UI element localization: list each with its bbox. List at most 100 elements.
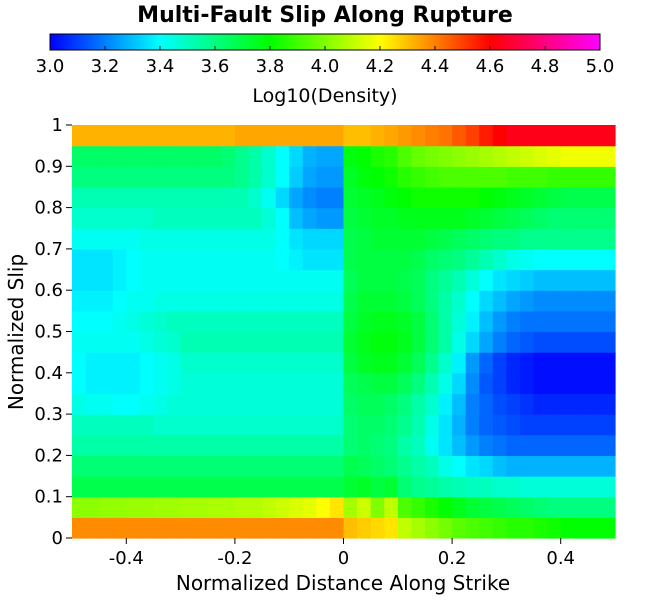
heatmap-cell bbox=[248, 496, 263, 518]
heatmap-cell bbox=[221, 166, 236, 188]
heatmap-cell bbox=[207, 434, 222, 456]
heatmap-cell bbox=[72, 145, 87, 167]
heatmap-cell bbox=[560, 310, 575, 333]
heatmap-cell bbox=[248, 207, 263, 229]
heatmap-cell bbox=[180, 207, 195, 229]
heatmap-cell bbox=[357, 331, 372, 353]
heatmap-cell bbox=[574, 125, 589, 147]
heatmap-cell bbox=[560, 352, 575, 374]
heatmap-cell bbox=[357, 393, 372, 415]
heatmap-cell bbox=[411, 476, 426, 498]
heatmap-cell bbox=[601, 248, 616, 271]
heatmap-cell bbox=[234, 455, 250, 477]
heatmap-cell bbox=[207, 166, 222, 188]
heatmap-cell bbox=[601, 290, 616, 312]
heatmap-cell bbox=[452, 269, 467, 291]
heatmap-cell bbox=[207, 310, 222, 333]
heatmap-cell bbox=[207, 352, 222, 374]
colorbar-tick-label: 3.6 bbox=[201, 56, 230, 77]
heatmap-cell bbox=[72, 125, 87, 147]
heatmap-cell bbox=[533, 248, 548, 271]
colorbar-tick-label: 4.2 bbox=[366, 56, 395, 77]
heatmap-cell bbox=[465, 455, 480, 477]
heatmap-cell bbox=[506, 476, 521, 498]
heatmap-cell bbox=[180, 125, 195, 147]
heatmap-cell bbox=[153, 310, 168, 333]
heatmap-cell bbox=[601, 476, 616, 498]
heatmap-cell bbox=[492, 228, 507, 250]
heatmap-cell bbox=[370, 517, 385, 539]
y-tick-label: 0.9 bbox=[34, 156, 63, 177]
heatmap-cell bbox=[262, 352, 277, 374]
heatmap-cell bbox=[411, 331, 426, 353]
heatmap-cell bbox=[180, 372, 195, 395]
heatmap-cell bbox=[194, 434, 209, 456]
heatmap-cell bbox=[370, 186, 385, 209]
heatmap-cell bbox=[357, 496, 372, 518]
heatmap-cell bbox=[384, 228, 399, 250]
heatmap-cell bbox=[370, 393, 385, 415]
heatmap-cell bbox=[370, 434, 385, 456]
heatmap-cell bbox=[519, 476, 535, 498]
heatmap-cell bbox=[384, 310, 399, 333]
heatmap-cell bbox=[329, 125, 345, 147]
colorbar-tick-label: 4.0 bbox=[311, 56, 340, 77]
heatmap-cell bbox=[343, 228, 358, 250]
heatmap-cell bbox=[519, 352, 535, 374]
heatmap-cell bbox=[167, 331, 182, 353]
heatmap-cell bbox=[547, 166, 562, 188]
heatmap-cell bbox=[99, 476, 114, 498]
heatmap-cell bbox=[384, 269, 399, 291]
heatmap-cell bbox=[506, 517, 521, 539]
heatmap-cell bbox=[533, 310, 548, 333]
heatmap-cell bbox=[560, 228, 575, 250]
heatmap-cell bbox=[262, 455, 277, 477]
heatmap-cell bbox=[343, 186, 358, 209]
heatmap-cell bbox=[547, 352, 562, 374]
heatmap-cell bbox=[357, 476, 372, 498]
heatmap-cell bbox=[316, 517, 331, 539]
heatmap-cell bbox=[479, 207, 494, 229]
heatmap-cell bbox=[438, 476, 453, 498]
heatmap-cell bbox=[424, 145, 440, 167]
heatmap-cell bbox=[506, 248, 521, 271]
heatmap-cell bbox=[99, 207, 114, 229]
heatmap-cell bbox=[547, 496, 562, 518]
y-tick-label: 0.3 bbox=[34, 404, 63, 425]
heatmap-cell bbox=[397, 207, 412, 229]
heatmap-cell bbox=[289, 248, 304, 271]
heatmap-cell bbox=[139, 414, 155, 436]
colorbar-tick-label: 4.4 bbox=[421, 56, 450, 77]
heatmap-cell bbox=[167, 414, 182, 436]
heatmap-cell bbox=[207, 125, 222, 147]
heatmap-cell bbox=[438, 248, 453, 271]
heatmap-cell bbox=[289, 331, 304, 353]
heatmap-cell bbox=[533, 228, 548, 250]
heatmap-cell bbox=[221, 186, 236, 209]
heatmap-cell bbox=[492, 476, 507, 498]
heatmap-cell bbox=[99, 228, 114, 250]
heatmap-cell bbox=[384, 290, 399, 312]
heatmap-cell bbox=[560, 393, 575, 415]
heatmap-cell bbox=[587, 290, 603, 312]
heatmap-cell bbox=[262, 207, 277, 229]
heatmap-cell bbox=[479, 290, 494, 312]
y-axis: 0 0.1 0.2 0.3 0.4 0.5 0.6 0.7 0.8 0.9 1 bbox=[34, 115, 72, 549]
heatmap-cell bbox=[411, 310, 426, 333]
heatmap-cell bbox=[519, 269, 535, 291]
heatmap-cell bbox=[248, 517, 263, 539]
heatmap-cell bbox=[316, 207, 331, 229]
heatmap-cell bbox=[262, 186, 277, 209]
heatmap-cell bbox=[424, 393, 440, 415]
heatmap-cell bbox=[370, 207, 385, 229]
heatmap-cell bbox=[492, 248, 507, 271]
heatmap-cell bbox=[153, 414, 168, 436]
heatmap-cell bbox=[411, 393, 426, 415]
heatmap-cell bbox=[316, 331, 331, 353]
heatmap-cell bbox=[167, 352, 182, 374]
heatmap-cell bbox=[479, 331, 494, 353]
heatmap-cell bbox=[587, 207, 603, 229]
heatmap-cell bbox=[587, 310, 603, 333]
heatmap-cell bbox=[289, 145, 304, 167]
heatmap-cell bbox=[112, 414, 127, 436]
